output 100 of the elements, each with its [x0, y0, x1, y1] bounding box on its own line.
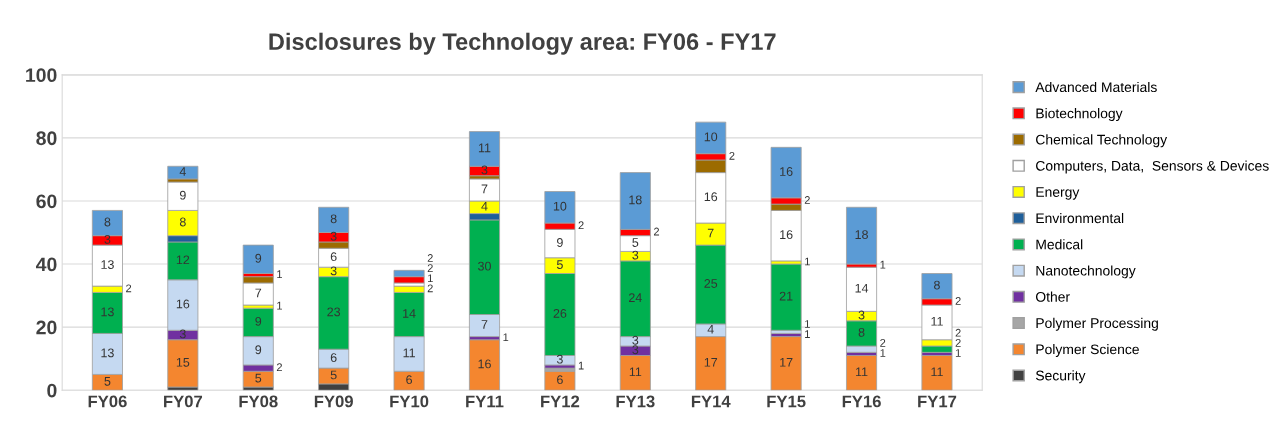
data-label: 13	[101, 260, 114, 269]
data-label: 2	[804, 196, 810, 204]
data-label: 8	[104, 217, 111, 227]
data-label: 3	[330, 266, 337, 276]
data-label: 2	[955, 328, 961, 337]
data-label: 8	[330, 214, 337, 224]
data-label: 2	[729, 151, 735, 160]
data-label: 7	[707, 228, 714, 238]
data-label: 2	[126, 284, 132, 293]
data-label: 6	[330, 252, 337, 262]
data-label: 4	[481, 201, 488, 211]
legend-label: Medical	[1036, 239, 1083, 250]
data-label: 13	[101, 307, 114, 317]
data-label: 1	[277, 270, 282, 278]
data-label: 1	[805, 257, 810, 266]
data-label: 3	[632, 335, 639, 345]
data-label: 6	[406, 375, 412, 385]
data-label: 8	[934, 280, 940, 290]
data-label: 7	[481, 184, 488, 194]
data-label: 18	[855, 230, 868, 240]
data-label: 5	[255, 373, 262, 383]
x-tick-label: FY09	[314, 395, 353, 408]
data-label: 17	[704, 358, 718, 367]
data-label: 30	[478, 261, 491, 271]
data-label: 9	[255, 253, 262, 263]
data-label: 11	[403, 348, 415, 358]
bar	[770, 336, 802, 391]
x-tick-label: FY17	[918, 395, 957, 408]
data-label: 3	[481, 165, 488, 175]
x-tick-label: FY08	[239, 395, 278, 408]
x-tick-label: FY14	[691, 395, 731, 408]
chart-title: Disclosures by Technology area: FY06 - FY17	[269, 32, 776, 55]
data-label: 11	[931, 317, 943, 326]
data-label: 9	[179, 190, 186, 200]
data-label: 14	[855, 283, 869, 293]
data-label: 4	[179, 167, 186, 176]
y-tick-label: 60	[36, 194, 57, 209]
data-label: 7	[255, 288, 262, 298]
data-label: 3	[104, 234, 111, 244]
data-label: 21	[779, 291, 793, 301]
data-label: 5	[330, 370, 337, 380]
data-label: 9	[255, 345, 262, 355]
data-label: 2	[955, 297, 961, 305]
bar	[468, 339, 500, 391]
data-label: 1	[805, 330, 810, 338]
data-label: 25	[704, 279, 718, 288]
bar	[544, 370, 576, 391]
bar	[921, 355, 953, 391]
y-tick-label: 40	[35, 257, 57, 272]
x-tick-label: FY11	[466, 395, 504, 408]
x-tick-label: FY15	[767, 395, 806, 408]
data-label: 2	[427, 284, 433, 293]
data-label: 2	[955, 338, 961, 347]
data-label: 1	[955, 349, 961, 357]
x-tick-label: FY07	[164, 395, 203, 408]
data-label: 11	[478, 143, 491, 153]
legend-label: Nanotechnology	[1036, 265, 1136, 279]
data-label: 11	[629, 367, 642, 377]
data-label: 11	[931, 367, 943, 377]
data-label: 23	[327, 307, 341, 317]
data-label: 8	[858, 327, 865, 337]
data-label: 17	[780, 358, 793, 367]
data-label: 15	[176, 358, 190, 367]
bar	[242, 370, 274, 388]
y-tick-label: 0	[47, 383, 57, 398]
data-label: 1	[880, 260, 886, 269]
bar	[242, 244, 274, 274]
y-tick-label: 100	[26, 68, 57, 83]
x-tick-label: FY13	[616, 395, 655, 408]
legend-label: Environmental	[1036, 212, 1124, 224]
data-label: 6	[557, 375, 563, 385]
data-label: 3	[632, 345, 639, 355]
data-label: 1	[277, 301, 282, 310]
data-label: 7	[481, 320, 488, 329]
data-label: 10	[704, 132, 718, 142]
legend-label: Polymer Science	[1036, 344, 1139, 357]
y-tick-label: 20	[36, 320, 57, 335]
legend-label: Biotechnology	[1036, 108, 1123, 122]
data-label: 4	[707, 324, 714, 334]
data-label: 14	[403, 309, 416, 318]
legend-label: Energy	[1036, 187, 1080, 200]
x-tick-label: FY12	[541, 395, 580, 408]
data-label: 3	[556, 354, 563, 364]
data-label: 1	[805, 320, 810, 328]
data-label: 2	[653, 227, 660, 236]
data-label: 1	[880, 349, 886, 357]
legend-label: Security	[1035, 370, 1086, 384]
data-label: 12	[176, 255, 190, 265]
data-label: 2	[276, 363, 282, 371]
data-label: 2	[880, 338, 886, 347]
data-label: 3	[179, 329, 186, 339]
data-label: 1	[503, 333, 509, 342]
data-label: 3	[632, 250, 639, 260]
data-label: 2	[427, 254, 433, 262]
data-label: 1	[578, 361, 584, 370]
data-label: 3	[330, 231, 337, 241]
data-label: 26	[553, 309, 567, 318]
x-tick-label: FY16	[842, 395, 881, 408]
data-label: 16	[704, 192, 718, 202]
data-label: 10	[553, 201, 567, 211]
